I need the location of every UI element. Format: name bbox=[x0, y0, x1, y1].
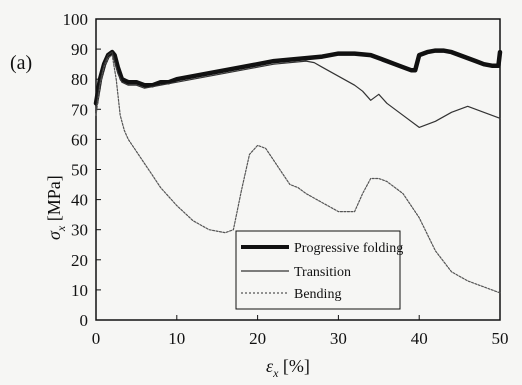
y-axis-unit: [MPa] bbox=[44, 175, 64, 226]
legend-label-progressive-folding: Progressive folding bbox=[294, 241, 403, 256]
y-axis-symbol: σ bbox=[44, 230, 64, 240]
y-tick-label: 80 bbox=[71, 70, 88, 89]
y-axis-title: σx [MPa] bbox=[44, 175, 68, 240]
x-tick-label: 0 bbox=[92, 329, 101, 348]
legend-box bbox=[235, 230, 401, 310]
series-lines bbox=[93, 48, 503, 294]
y-tick-label: 30 bbox=[71, 221, 88, 240]
x-tick-label: 20 bbox=[249, 329, 266, 348]
x-tick-label: 50 bbox=[492, 329, 509, 348]
y-tick-label: 0 bbox=[80, 311, 89, 330]
legend: Progressive folding Transition Bending bbox=[235, 230, 403, 310]
legend-label-bending: Bending bbox=[294, 287, 341, 302]
x-axis-title: εx [%] bbox=[266, 356, 310, 380]
y-tick-label: 20 bbox=[71, 251, 88, 270]
y-tick-label: 100 bbox=[63, 10, 89, 29]
y-tick-label: 70 bbox=[71, 100, 88, 119]
y-tick-label: 60 bbox=[71, 130, 88, 149]
y-tick-label: 10 bbox=[71, 281, 88, 300]
x-axis-subscript: x bbox=[272, 366, 279, 380]
y-tick-label: 90 bbox=[71, 40, 88, 59]
series-line-bending bbox=[95, 54, 501, 294]
y-tick-label: 40 bbox=[71, 191, 88, 210]
x-axis-unit: [%] bbox=[278, 356, 309, 376]
series-line-transition bbox=[95, 51, 501, 129]
legend-label-transition: Transition bbox=[294, 265, 351, 280]
series-line-progressive-folding bbox=[93, 48, 503, 106]
y-tick-label: 50 bbox=[71, 161, 88, 180]
x-tick-label: 10 bbox=[168, 329, 185, 348]
panel-label: (a) bbox=[10, 52, 32, 74]
x-tick-label: 30 bbox=[330, 329, 347, 348]
x-axis-symbol: ε bbox=[266, 356, 274, 376]
axis-ticks: 0 10 20 30 40 50 60 70 80 90 100 0 10 20 30 40 50 bbox=[63, 10, 509, 348]
x-tick-label: 40 bbox=[411, 329, 428, 348]
y-axis-subscript: x bbox=[54, 225, 68, 232]
